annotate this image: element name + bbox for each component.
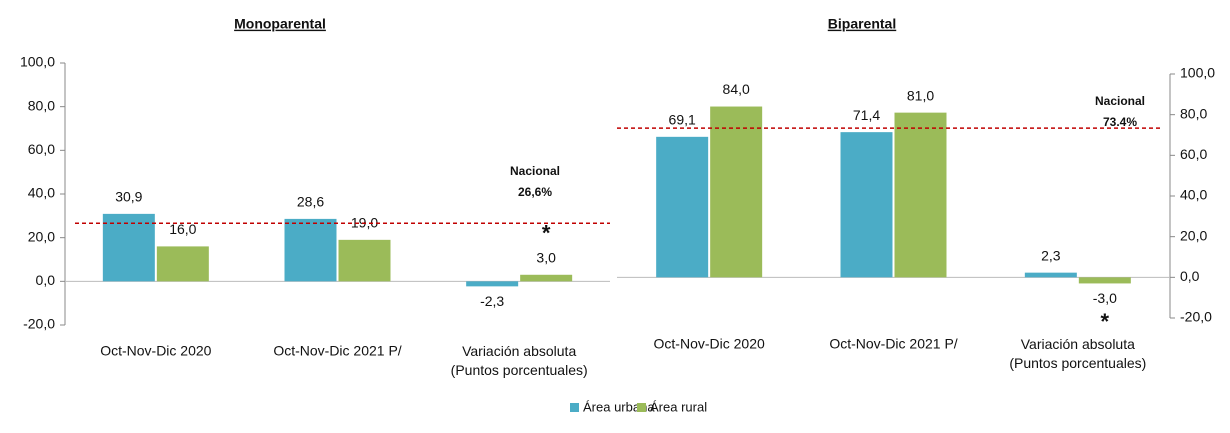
reference-label: 73.4% [1103,115,1137,129]
y-tick-label: 0,0 [1180,268,1200,284]
bar [338,239,391,282]
chart-title: Monoparental [234,16,326,32]
y-tick-label: 80,0 [28,97,55,113]
y-tick-label: 60,0 [28,141,55,157]
x-tick-label: Oct-Nov-Dic 2020 [100,343,211,359]
value-label: 3,0 [536,249,556,265]
annotation: * [542,221,551,246]
chart-title: Biparental [828,16,896,32]
x-tick-label: Oct-Nov-Dic 2020 [654,336,765,352]
bar [1024,272,1077,278]
value-label: 81,0 [907,87,934,103]
value-label: 28,6 [297,194,324,210]
bar [520,274,573,282]
y-tick-label: 40,0 [1180,187,1207,203]
y-tick-label: 60,0 [1180,146,1207,162]
annotation: * [1101,309,1110,334]
legend-swatch [570,403,579,412]
bar [466,281,519,287]
y-tick-label: 100,0 [1180,65,1215,81]
bar [894,112,947,278]
y-tick-label: 20,0 [1180,227,1207,243]
y-tick-label: 80,0 [1180,105,1207,121]
y-tick-label: -20,0 [1180,309,1212,325]
value-label: 71,4 [853,107,880,123]
legend-label: Área rural [650,399,707,414]
bar [656,136,709,278]
value-label: 84,0 [723,81,750,97]
value-label: 69,1 [669,112,696,128]
value-label: 2,3 [1041,247,1061,263]
x-tick-label: Variación absoluta (Puntos porcentuales) [451,343,588,378]
reference-label: 26,6% [518,185,552,199]
y-tick-label: 40,0 [28,185,55,201]
bar [102,213,155,282]
bar [156,246,209,282]
y-tick-label: 100,0 [20,54,55,70]
value-label: 16,0 [169,221,196,237]
bar [710,106,763,278]
reference-name: Nacional [510,164,560,178]
reference-name: Nacional [1095,94,1145,108]
y-tick-label: -20,0 [23,316,55,332]
x-tick-label: Oct-Nov-Dic 2021 P/ [273,343,401,359]
value-label: 30,9 [115,189,142,205]
bar [284,218,337,282]
x-tick-label: Variación absoluta (Puntos porcentuales) [1009,336,1146,371]
value-label: -2,3 [480,293,504,309]
y-tick-label: 20,0 [28,228,55,244]
y-tick-label: 0,0 [36,272,56,288]
bar [840,132,893,278]
value-label: -3,0 [1093,290,1117,306]
x-tick-label: Oct-Nov-Dic 2021 P/ [829,336,957,352]
legend-swatch [637,403,646,412]
bar [1078,277,1131,284]
